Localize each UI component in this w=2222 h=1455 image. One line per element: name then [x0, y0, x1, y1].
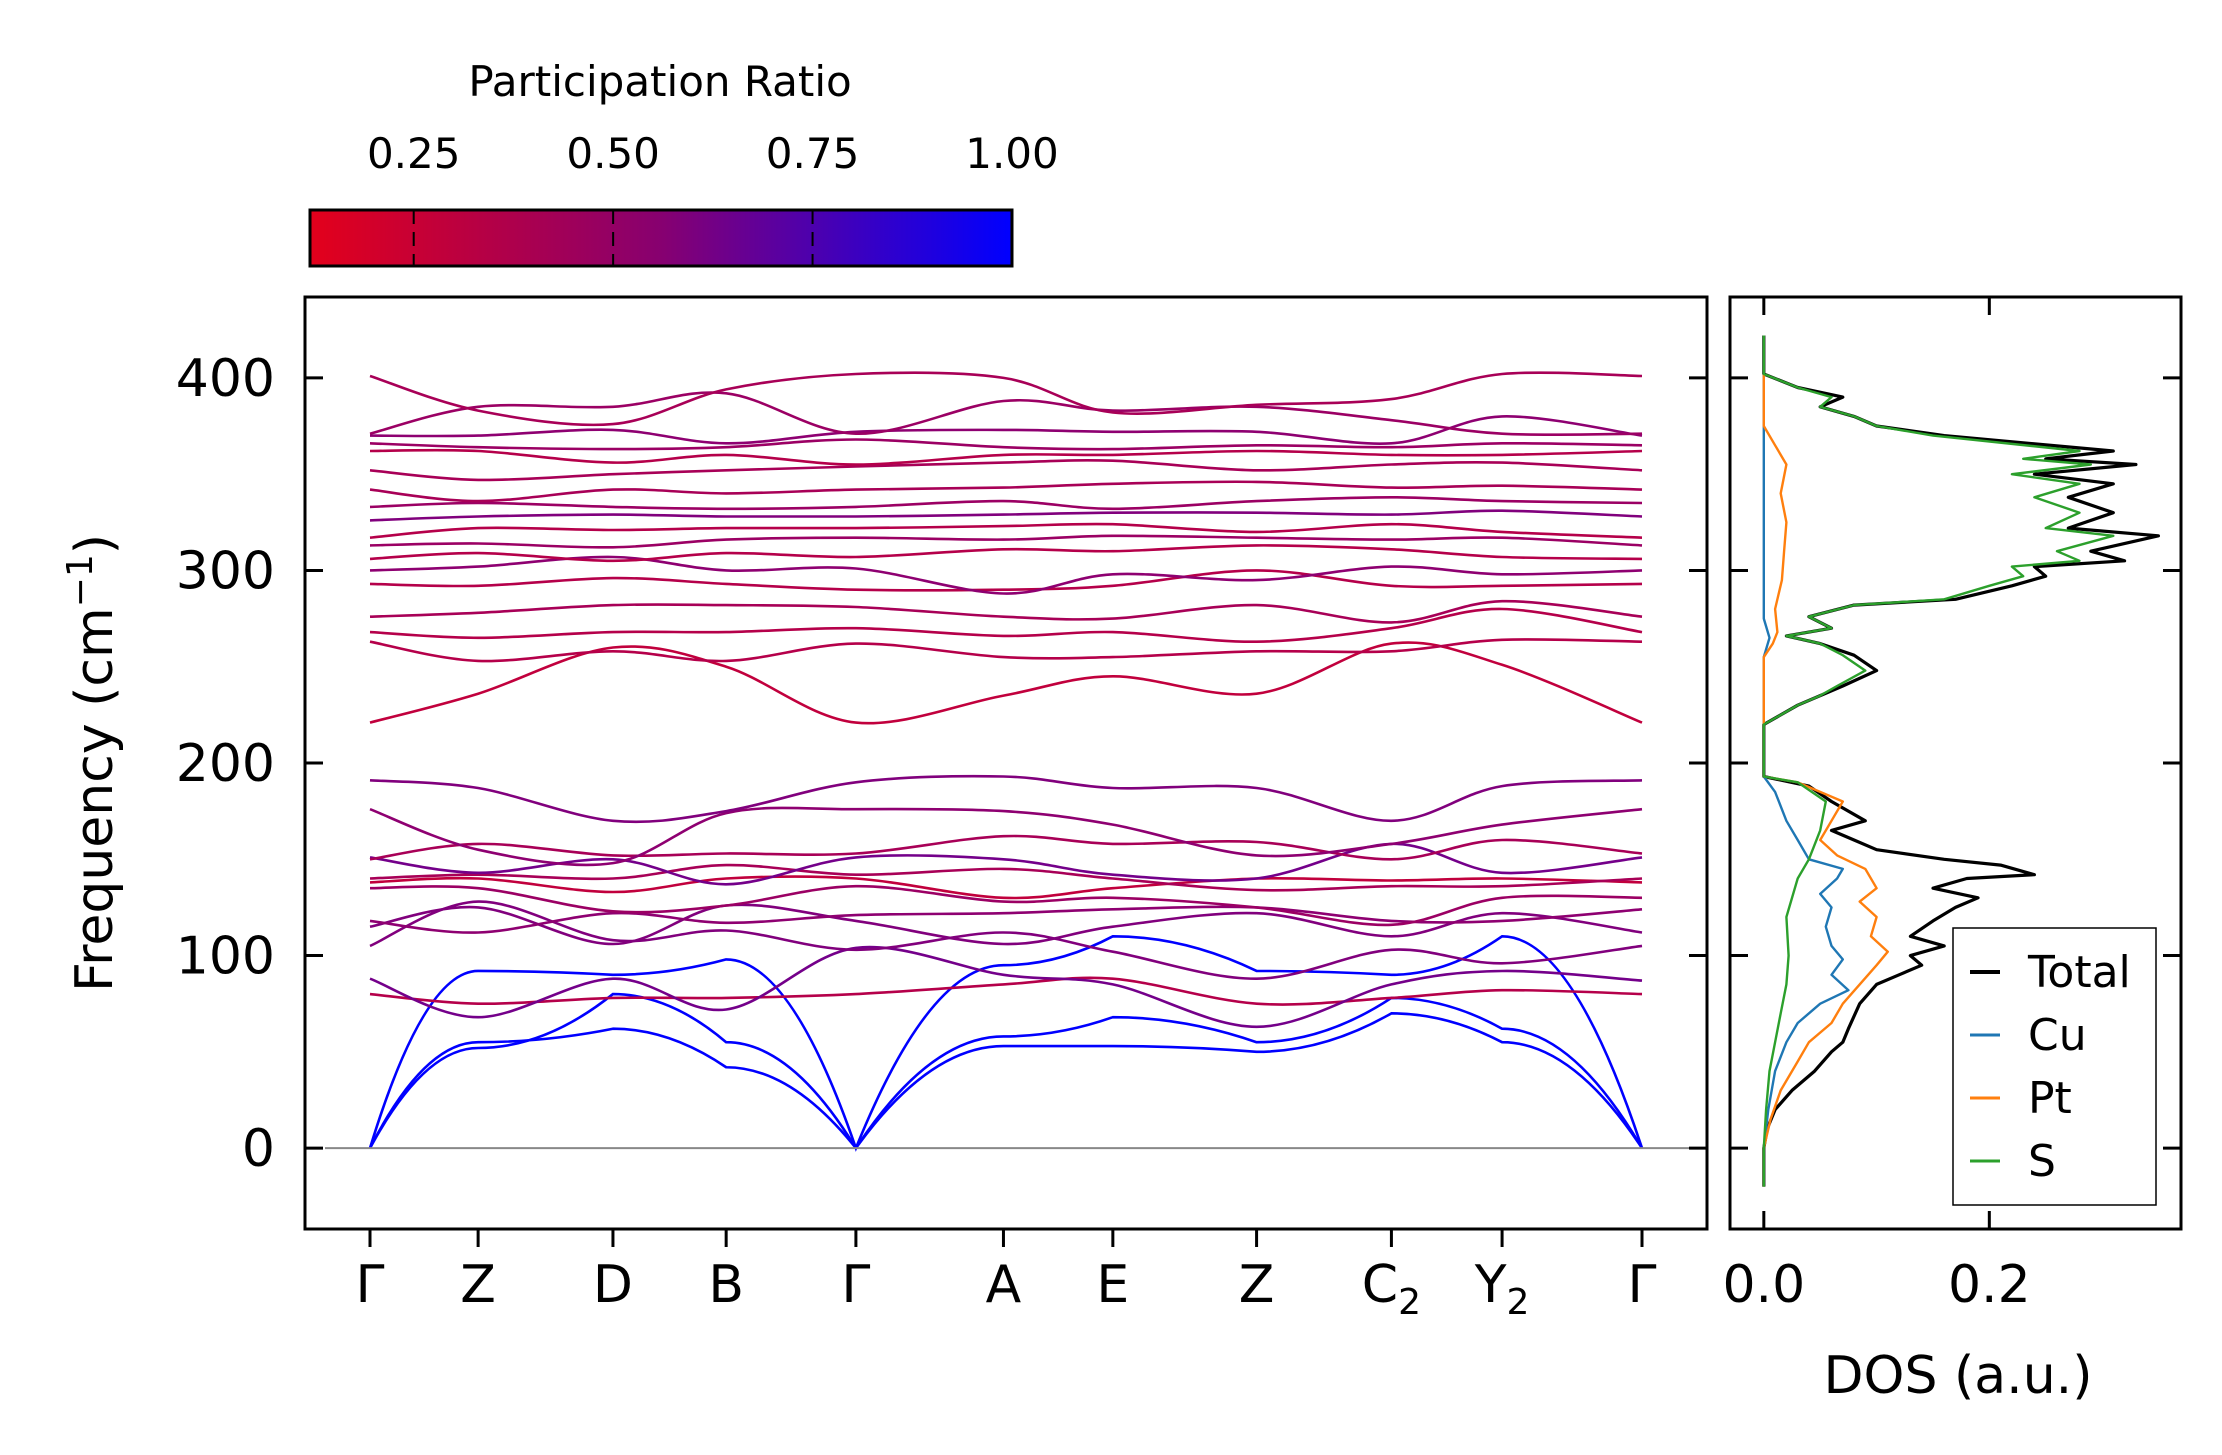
kpoint-label: Z: [1239, 1255, 1275, 1315]
dos-panel: 0.0 0.2 DOS (a.u.) Total Cu Pt S: [1722, 295, 2183, 1406]
band-line-acoustic-1: [368, 1012, 1644, 1151]
band-ytick-label: 100: [176, 927, 275, 987]
dos-xtick-label: 0.2: [1948, 1255, 2031, 1315]
band-line-high-18: [369, 371, 1643, 427]
band-line-high-16: [369, 415, 1643, 445]
kpoint-label: E: [1096, 1255, 1129, 1315]
colorbar: Participation Ratio 0.25 0.50 0.75 1.00: [308, 57, 1059, 268]
band-line-high-3: [369, 607, 1643, 644]
band-lines: [368, 371, 1644, 1152]
band-ytick-label: 200: [176, 734, 275, 794]
band-line-acoustic-3: [368, 935, 1644, 1152]
legend-label-total: Total: [2027, 947, 2131, 998]
colorbar-tick-label: 0.25: [367, 129, 461, 178]
band-line-high-15: [369, 438, 1643, 451]
legend-label-s: S: [2028, 1136, 2056, 1187]
band-ytick-label: 0: [242, 1119, 275, 1179]
band-line-high-11: [369, 495, 1643, 511]
kpoint-label: Γ: [1628, 1255, 1657, 1315]
kpoint-label: Γ: [356, 1255, 385, 1315]
band-line-low-10: [369, 834, 1643, 861]
band-line-low-2: [369, 945, 1643, 1029]
band-line-low-6: [369, 884, 1643, 927]
colorbar-tick-label: 0.50: [566, 129, 660, 178]
kpoint-label: Γ: [841, 1255, 870, 1315]
band-axes-frame: [303, 295, 1709, 1231]
band-ytick-label: 300: [176, 541, 275, 601]
band-line-high-2: [369, 638, 1643, 663]
dos-line-cu: [1762, 374, 1850, 1187]
band-line-high-7: [369, 544, 1643, 563]
band-line-acoustic-2: [368, 992, 1644, 1151]
dos-line-pt: [1762, 374, 1889, 1187]
colorbar-tick-label: 1.00: [965, 129, 1059, 178]
legend-frame: [1952, 927, 2157, 1206]
band-line-low-5: [369, 905, 1643, 934]
band-line-low-12: [369, 774, 1643, 824]
band-line-low-9: [369, 842, 1643, 886]
colorbar-ticks: 0.25 0.50 0.75 1.00: [367, 129, 1059, 266]
band-line-high-13: [369, 459, 1643, 482]
dos-x-axis-label: DOS (a.u.): [1824, 1346, 2093, 1406]
band-line-low-8: [369, 863, 1643, 892]
legend-label-cu: Cu: [2028, 1010, 2087, 1061]
band-line-high-17: [369, 391, 1643, 437]
band-line-high-4: [369, 599, 1643, 624]
kpoint-label: Y2: [1474, 1255, 1530, 1323]
band-line-high-6: [369, 555, 1643, 595]
band-line-low-11: [369, 806, 1643, 867]
kpoint-label: A: [986, 1255, 1022, 1315]
kpoint-label: Z: [460, 1255, 496, 1315]
band-line-high-5: [369, 569, 1643, 592]
band-line-high-14: [369, 448, 1643, 466]
band-line-high-9: [369, 522, 1643, 539]
colorbar-tick-label: 0.75: [766, 129, 860, 178]
colorbar-title: Participation Ratio: [468, 57, 851, 106]
band-line-low-4: [369, 903, 1643, 946]
band-structure-panel: 0 100 200 300 400 Γ Z D B Γ A E Z C2 Y2 Γ Frequency (cm…: [60, 295, 1709, 1323]
band-ticks: 0 100 200 300 400 Γ Z D B Γ A E Z C2 Y2 Γ: [176, 349, 1707, 1323]
band-ytick-label: 400: [176, 349, 275, 409]
kpoint-label: B: [708, 1255, 744, 1315]
band-line-high-1: [369, 641, 1643, 725]
dos-line-s: [1762, 335, 2115, 1187]
legend-label-pt: Pt: [2028, 1073, 2072, 1124]
band-line-high-10: [369, 509, 1643, 522]
colorbar-gradient: [308, 208, 1014, 268]
band-line-low-7: [369, 875, 1643, 900]
dos-ticks: 0.0 0.2: [1722, 297, 2181, 1315]
dos-legend: Total Cu Pt S: [1952, 927, 2157, 1206]
kpoint-label: C2: [1362, 1255, 1421, 1323]
band-y-axis-label: Frequency (cm−1): [60, 534, 125, 992]
band-line-high-12: [369, 480, 1643, 503]
band-line-low-3: [369, 900, 1643, 981]
kpoint-label: D: [593, 1255, 633, 1315]
band-line-high-8: [369, 534, 1643, 549]
band-line-low-1: [369, 976, 1643, 1006]
dos-xtick-label: 0.0: [1722, 1255, 1805, 1315]
dos-lines: [1762, 335, 2160, 1187]
